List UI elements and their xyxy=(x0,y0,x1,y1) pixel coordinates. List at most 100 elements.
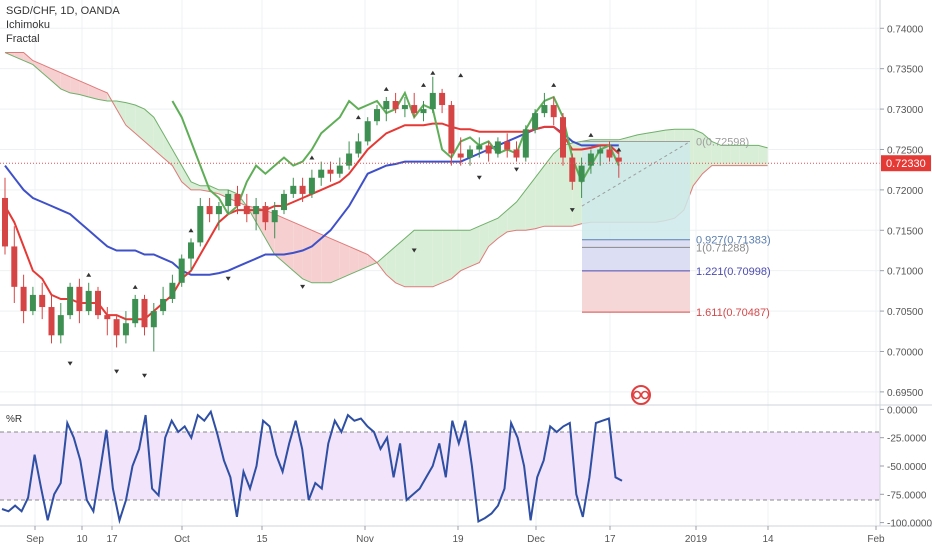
cloud-segment xyxy=(32,60,43,73)
candle-body xyxy=(132,298,139,324)
candle-body xyxy=(188,242,194,259)
time-tick-label: Oct xyxy=(174,534,190,545)
cloud-segment xyxy=(553,145,563,227)
fractal-down-icon xyxy=(514,167,519,172)
cloud-segment xyxy=(739,145,749,166)
candle-body xyxy=(429,92,436,110)
fractal-up-icon xyxy=(309,155,315,160)
cloud-segment xyxy=(191,181,201,190)
time-tick-label: Feb xyxy=(867,534,885,545)
fib-zone-middle xyxy=(582,239,690,271)
cloud-segment xyxy=(404,230,415,287)
williams-r-panel xyxy=(0,404,932,525)
fractal-up-icon xyxy=(551,82,557,87)
chart-legend: SGD/CHF, 1D, OANDA Ichimoku Fractal xyxy=(6,4,120,46)
cloud-segment xyxy=(730,145,740,166)
cloud-segment xyxy=(42,64,52,81)
fractal-up-icon xyxy=(188,228,194,233)
cloud-segment xyxy=(711,141,722,166)
candle-body xyxy=(494,141,501,154)
cloud-segment xyxy=(749,145,759,166)
cloud-segment xyxy=(386,246,396,283)
candle-body xyxy=(336,165,343,174)
candle-body xyxy=(606,149,613,158)
cloud-segment xyxy=(758,145,768,166)
candle-body xyxy=(281,193,287,211)
cloud-segment xyxy=(116,101,126,126)
candlestick-series xyxy=(2,76,622,352)
candle-body xyxy=(467,149,473,158)
candle-body xyxy=(160,298,167,312)
candle-body xyxy=(299,185,306,194)
price-tick-label: 0.73500 xyxy=(887,65,924,76)
time-tick-label: 14 xyxy=(762,534,774,545)
last-price-line: 0.72330 xyxy=(0,155,931,172)
watermark-logo-icon xyxy=(631,385,651,405)
wpr-tick-label: -50.0000 xyxy=(887,462,927,473)
cloud-segment xyxy=(572,141,582,227)
candle-body xyxy=(401,105,408,110)
wpr-tick-label: 0.0000 xyxy=(887,405,918,416)
wpr-tick-label: -25.0000 xyxy=(887,434,927,445)
indicator-ichimoku-label[interactable]: Ichimoku xyxy=(6,19,51,31)
cloud-segment xyxy=(98,88,108,101)
cloud-segment xyxy=(693,129,703,186)
candle-body xyxy=(20,286,27,312)
fractal-down-icon xyxy=(225,276,231,281)
candle-body xyxy=(569,157,576,182)
fractal-down-icon xyxy=(114,369,120,374)
candle-body xyxy=(206,206,213,215)
fib-zone-upper xyxy=(582,141,690,240)
candle-body xyxy=(439,92,446,106)
time-tick-label: 15 xyxy=(256,534,268,545)
indicator-fractal-label[interactable]: Fractal xyxy=(6,33,40,45)
candle-body xyxy=(383,101,390,110)
cloud-segment xyxy=(488,218,498,247)
candle-body xyxy=(225,193,232,207)
symbol-title[interactable]: SGD/CHF, 1D, OANDA xyxy=(6,5,120,17)
wpr-tick-label: -100.0000 xyxy=(887,519,932,530)
candle-body xyxy=(448,105,455,154)
price-tick-label: 0.72500 xyxy=(887,145,924,156)
cloud-segment xyxy=(51,68,61,89)
fractal-up-icon xyxy=(616,147,622,152)
candle-body xyxy=(76,286,83,312)
candle-body xyxy=(420,109,427,114)
senkou-span-a-line xyxy=(4,52,768,284)
candle-body xyxy=(113,319,120,336)
candle-body xyxy=(11,246,18,287)
price-tick-label: 0.71500 xyxy=(887,226,924,237)
candle-body xyxy=(541,105,548,114)
cloud-segment xyxy=(535,165,545,229)
cloud-segment xyxy=(163,133,173,166)
williams-r-label[interactable]: %R xyxy=(6,414,23,425)
time-tick-label: 17 xyxy=(106,534,118,545)
cloud-segment xyxy=(414,230,424,287)
cloud-segment xyxy=(144,109,154,150)
fractal-up-icon xyxy=(383,86,389,91)
candle-body xyxy=(48,307,55,336)
time-tick-label: 2019 xyxy=(685,534,708,545)
candle-body xyxy=(504,141,511,150)
candle-body xyxy=(262,206,269,223)
cloud-segment xyxy=(349,246,359,275)
cloud-segment xyxy=(330,238,340,283)
fractal-up-icon xyxy=(355,115,361,120)
fractal-down-icon xyxy=(300,284,306,289)
candle-body xyxy=(597,149,604,154)
candle-body xyxy=(327,169,334,174)
cloud-segment xyxy=(321,234,331,283)
last-price-badge xyxy=(881,155,931,172)
fib-trend-line xyxy=(581,141,691,207)
price-tick-label: 0.74000 xyxy=(887,24,924,35)
candle-body xyxy=(2,197,8,247)
price-tick-label: 0.70000 xyxy=(887,347,924,358)
cloud-segment xyxy=(125,102,136,134)
cloud-segment xyxy=(14,52,24,61)
candle-body xyxy=(550,105,557,118)
fib-level-label: 1(0.71288) xyxy=(696,242,749,254)
fractal-up-icon xyxy=(458,73,464,78)
cloud-segment xyxy=(451,230,461,279)
price-tick-label: 0.70500 xyxy=(887,307,924,318)
